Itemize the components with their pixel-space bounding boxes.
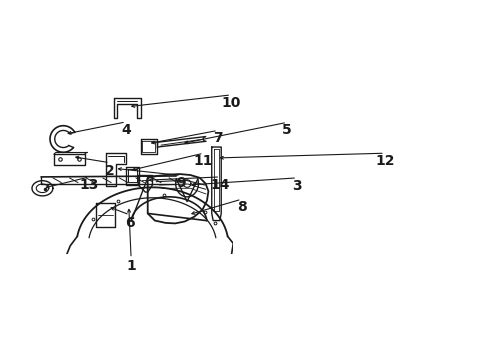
Text: 14: 14 (210, 178, 229, 192)
Text: 8: 8 (236, 200, 246, 214)
Text: 3: 3 (292, 179, 301, 193)
Text: 4: 4 (121, 123, 130, 137)
Text: 9: 9 (176, 176, 185, 190)
Text: 6: 6 (124, 216, 134, 230)
Text: 5: 5 (282, 123, 291, 137)
Text: 7: 7 (213, 131, 222, 145)
Text: 12: 12 (374, 154, 394, 168)
Text: 10: 10 (221, 96, 241, 110)
Text: 11: 11 (194, 154, 213, 168)
Text: 13: 13 (80, 178, 99, 192)
Text: 2: 2 (105, 164, 114, 177)
Text: 1: 1 (126, 260, 136, 274)
